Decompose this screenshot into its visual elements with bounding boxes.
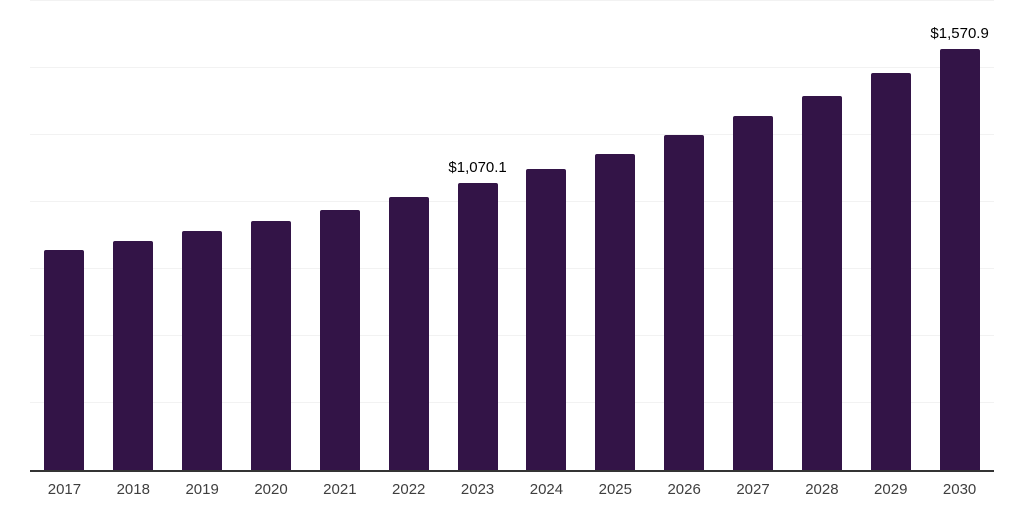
bar-2020 bbox=[251, 221, 291, 470]
bar-2024 bbox=[526, 169, 567, 470]
bar-2021 bbox=[319, 209, 360, 470]
bar-group-2017 bbox=[30, 1, 99, 470]
bar-group-2019 bbox=[168, 1, 237, 470]
gridline bbox=[30, 268, 994, 269]
bar-group-2024 bbox=[512, 1, 581, 470]
data-label-2023: $1,070.1 bbox=[448, 159, 507, 177]
x-tick-2029: 2029 bbox=[874, 481, 908, 498]
bar-2018 bbox=[113, 241, 154, 470]
bar-2029 bbox=[870, 72, 911, 470]
gridline bbox=[30, 201, 994, 202]
bar-group-2020 bbox=[237, 1, 306, 470]
bar-group-2027 bbox=[719, 1, 788, 470]
x-tick-2025: 2025 bbox=[598, 481, 632, 498]
bar-group-2023: $1,070.1 bbox=[443, 1, 512, 470]
bar-group-2029 bbox=[856, 1, 925, 470]
bar-group-2022 bbox=[374, 1, 443, 470]
bars-row: $1,070.1 $1,570.9 bbox=[30, 1, 994, 470]
x-tick-2021: 2021 bbox=[323, 481, 357, 498]
x-tick-2024: 2024 bbox=[529, 481, 564, 498]
bar-2023 bbox=[457, 183, 498, 470]
x-tick-2019: 2019 bbox=[185, 481, 219, 498]
x-tick-2026: 2026 bbox=[667, 481, 701, 498]
bar-group-2026 bbox=[650, 1, 719, 470]
bar-group-2028 bbox=[787, 1, 856, 470]
bar-2019 bbox=[182, 230, 223, 470]
x-tick-2022: 2022 bbox=[392, 481, 426, 498]
gridline bbox=[30, 335, 994, 336]
gridline bbox=[30, 402, 994, 403]
data-label-2030: $1,570.9 bbox=[930, 25, 989, 42]
x-axis-ticks: 2017 2018 2019 2020 2021 2022 2023 2024 2025 2026… bbox=[30, 481, 994, 499]
x-tick-2023: 2023 bbox=[460, 481, 495, 498]
bar-2027 bbox=[733, 116, 774, 470]
bar-2022 bbox=[388, 196, 429, 470]
plot-area: $1,070.1 $1,570.9 bbox=[30, 0, 994, 472]
bar-2028 bbox=[801, 96, 842, 470]
bar-2017 bbox=[44, 250, 85, 470]
bar-group-2018 bbox=[99, 1, 168, 470]
bar-2026 bbox=[664, 135, 705, 470]
bar-group-2021 bbox=[305, 1, 374, 470]
bar-group-2030: $1,570.9 bbox=[925, 1, 994, 470]
x-tick-2018: 2018 bbox=[116, 481, 150, 498]
gridline bbox=[30, 0, 994, 1]
bar-2030 bbox=[939, 49, 980, 470]
gridline bbox=[30, 134, 994, 135]
x-tick-2027: 2027 bbox=[736, 481, 770, 498]
x-tick-2020: 2020 bbox=[254, 481, 288, 498]
x-tick-2030: 2030 bbox=[942, 481, 977, 498]
gridline bbox=[30, 67, 994, 68]
bar-group-2025 bbox=[581, 1, 650, 470]
x-tick-2028: 2028 bbox=[805, 481, 839, 498]
bar-2025 bbox=[595, 153, 636, 470]
x-tick-2017: 2017 bbox=[47, 481, 82, 498]
